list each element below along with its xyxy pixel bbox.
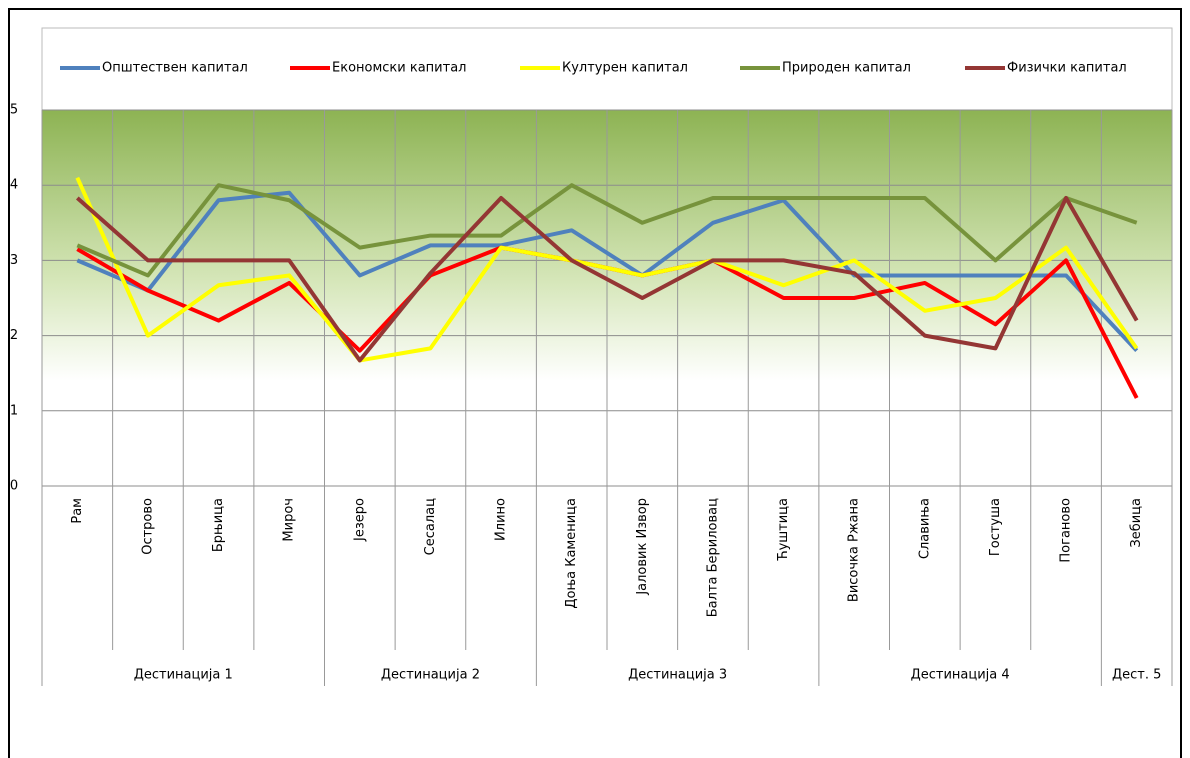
y-tick-label: 3 (10, 253, 18, 268)
x-tick-label: Ћуштица (776, 498, 791, 562)
x-tick-label: Брњица (211, 498, 226, 552)
x-tick-label: Јаловик Извор (635, 498, 650, 596)
x-tick-label: Мироч (282, 498, 297, 542)
y-tick-label: 0 (10, 479, 18, 494)
legend-label: Физички капитал (1007, 61, 1127, 76)
legend-label: Културен капитал (562, 61, 688, 76)
y-tick-label: 1 (10, 403, 18, 418)
x-tick-label: Илино (494, 498, 509, 541)
legend-label: Општествен капитал (102, 61, 248, 76)
x-tick-label: Рам (70, 498, 85, 524)
legend-label: Природен капитал (782, 61, 911, 76)
x-tick-label: Гостуша (988, 498, 1003, 556)
group-label: Дестинација 1 (134, 668, 233, 683)
series-line (76, 190, 1139, 353)
x-tick-label: Сесалац (423, 498, 438, 555)
series-line (75, 195, 1139, 363)
x-tick-label: Доња Каменица (564, 498, 579, 609)
legend-label: Економски капитал (332, 61, 466, 76)
group-label: Дестинација 4 (911, 668, 1010, 683)
x-tick-label: Балта Бериловац (705, 498, 720, 617)
group-label: Дестинација 2 (381, 668, 480, 683)
x-tick-label: Језеро (352, 498, 367, 542)
group-label: Дест. 5 (1112, 668, 1161, 683)
y-tick-label: 2 (10, 328, 18, 343)
series-line (76, 183, 1138, 278)
x-tick-label: Височка Ржана (847, 498, 862, 602)
group-label: Дестинација 3 (628, 668, 727, 683)
x-tick-label: Славиња (917, 498, 932, 559)
y-tick-label: 5 (10, 103, 18, 118)
y-tick-label: 4 (10, 178, 18, 193)
frame (8, 8, 1182, 758)
x-tick-label: Поганово (1059, 498, 1074, 563)
x-tick-label: Острово (140, 498, 155, 555)
series-line (75, 176, 1139, 363)
x-tick-label: Зебица (1129, 498, 1144, 548)
